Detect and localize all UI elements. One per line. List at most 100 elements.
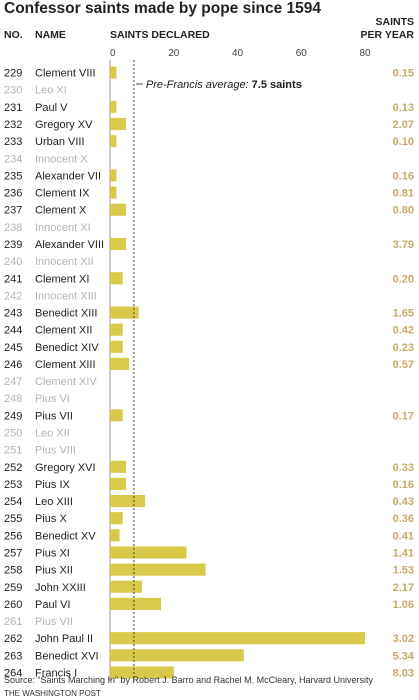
- table-row: 232 Gregory XV 2.07: [4, 117, 414, 131]
- pope-name: Pius VII: [35, 410, 73, 422]
- per-year-value: 0.10: [393, 136, 414, 148]
- per-year-value: 0.20: [393, 273, 414, 285]
- pope-name: Innocent XII: [35, 256, 94, 268]
- pope-name: Paul V: [35, 102, 68, 114]
- pope-number: 229: [4, 68, 22, 80]
- pope-name: Gregory XVI: [35, 462, 96, 474]
- per-year-value: 5.34: [393, 650, 415, 662]
- pope-name: Clement XIV: [35, 376, 97, 388]
- pope-number: 238: [4, 222, 22, 234]
- pope-name: Urban VIII: [35, 136, 85, 148]
- chart-title: Confessor saints made by pope since 1594: [4, 0, 321, 17]
- table-row: 245 Benedict XIV 0.23: [4, 340, 414, 354]
- average-label-text: Pre-Francis average:: [146, 79, 252, 91]
- saints-bar: [110, 117, 126, 131]
- rows: 229 Clement VIII 0.15 230 Leo XI 231 Paul V 0.1…: [4, 66, 415, 679]
- table-row: 249 Pius VII 0.17: [4, 409, 414, 422]
- saints-bar: [110, 237, 126, 251]
- saints-bar: [110, 460, 126, 473]
- table-row: 243 Benedict XIII 1.65: [4, 306, 414, 320]
- pope-name: Pius VI: [35, 393, 70, 405]
- per-year-value: 0.13: [393, 102, 414, 114]
- table-row: 248 Pius VI: [4, 393, 70, 405]
- pope-number: 251: [4, 445, 22, 457]
- pope-number: 249: [4, 410, 22, 422]
- table-row: 230 Leo XI: [4, 85, 67, 97]
- saints-bar: [110, 409, 123, 422]
- per-year-value: 3.79: [393, 239, 414, 251]
- table-row: 229 Clement VIII 0.15: [4, 66, 414, 80]
- pope-number: 232: [4, 119, 22, 131]
- pope-number: 255: [4, 513, 22, 525]
- per-year-value: 0.33: [393, 462, 414, 474]
- pope-number: 259: [4, 582, 22, 594]
- x-tick-label: 20: [168, 48, 180, 59]
- pope-name: Clement IX: [35, 188, 90, 200]
- pope-number: 245: [4, 342, 22, 354]
- credit: THE WASHINGTON POST: [4, 689, 101, 698]
- table-row: 263 Benedict XVI 5.34: [4, 649, 415, 662]
- x-tick-label: 40: [232, 48, 244, 59]
- saints-bar: [110, 563, 206, 576]
- saints-bar: [110, 186, 117, 199]
- pope-name: Pius VIII: [35, 445, 76, 457]
- pope-number: 246: [4, 359, 22, 371]
- pope-name: Clement X: [35, 205, 87, 217]
- table-row: 235 Alexander VII 0.16: [4, 169, 414, 182]
- table-row: 251 Pius VIII: [4, 445, 76, 457]
- pope-number: 230: [4, 85, 22, 97]
- per-year-value: 2.17: [393, 582, 414, 594]
- table-row: 234 Innocent X: [4, 153, 88, 165]
- saints-bar: [110, 512, 123, 525]
- column-header-per-year-line2: PER YEAR: [361, 29, 415, 41]
- pope-number: 262: [4, 633, 22, 645]
- pope-name: John Paul II: [35, 633, 93, 645]
- pope-number: 244: [4, 325, 22, 337]
- pope-number: 247: [4, 376, 22, 388]
- pope-number: 236: [4, 188, 22, 200]
- per-year-value: 0.57: [393, 359, 414, 371]
- saints-bar: [110, 203, 126, 216]
- pope-name: Alexander VII: [35, 170, 101, 182]
- pope-name: Benedict XVI: [35, 650, 99, 662]
- saints-bar: [110, 272, 123, 285]
- pope-name: Gregory XV: [35, 119, 93, 131]
- pope-name: Pius VII: [35, 616, 73, 628]
- pope-name: Benedict XIII: [35, 308, 97, 320]
- table-row: 233 Urban VIII 0.10: [4, 135, 414, 148]
- saints-bar: [110, 340, 123, 353]
- per-year-value: 0.23: [393, 342, 414, 354]
- per-year-value: 0.43: [393, 496, 414, 508]
- per-year-value: 1.06: [393, 599, 414, 611]
- average-marker: Pre-Francis average: 7.5 saints: [133, 60, 302, 682]
- saints-bar: [110, 135, 117, 148]
- x-tick-label: 60: [296, 48, 308, 59]
- average-label: Pre-Francis average: 7.5 saints: [146, 79, 302, 91]
- per-year-value: 0.42: [393, 325, 414, 337]
- per-year-value: 8.03: [393, 667, 414, 679]
- pope-name: Pius X: [35, 513, 67, 525]
- x-tick-label: 80: [359, 48, 371, 59]
- table-row: 236 Clement IX 0.81: [4, 186, 414, 200]
- pope-number: 263: [4, 650, 22, 662]
- per-year-value: 1.41: [393, 547, 414, 559]
- pope-name: Paul VI: [35, 599, 70, 611]
- source-note: Source: “Saints Marching In” by Robert J…: [4, 675, 373, 685]
- table-row: 237 Clement X 0.80: [4, 203, 414, 217]
- table-row: 241 Clement XI 0.20: [4, 272, 414, 285]
- per-year-value: 0.15: [393, 68, 414, 80]
- pope-name: Innocent X: [35, 153, 88, 165]
- pope-number: 241: [4, 273, 22, 285]
- pope-name: Pius XII: [35, 565, 73, 577]
- table-row: 258 Pius XII 1.53: [4, 563, 414, 577]
- saints-bar: [110, 357, 130, 371]
- pope-number: 252: [4, 462, 22, 474]
- saints-bar: [110, 66, 117, 79]
- pope-number: 243: [4, 308, 22, 320]
- pope-name: Clement VIII: [35, 68, 96, 80]
- column-header-no: NO.: [4, 29, 23, 41]
- pope-number: 264: [4, 667, 22, 679]
- table-row: 257 Pius XI 1.41: [4, 546, 414, 559]
- saints-bar: [110, 169, 117, 182]
- x-tick-label: 0: [110, 48, 116, 59]
